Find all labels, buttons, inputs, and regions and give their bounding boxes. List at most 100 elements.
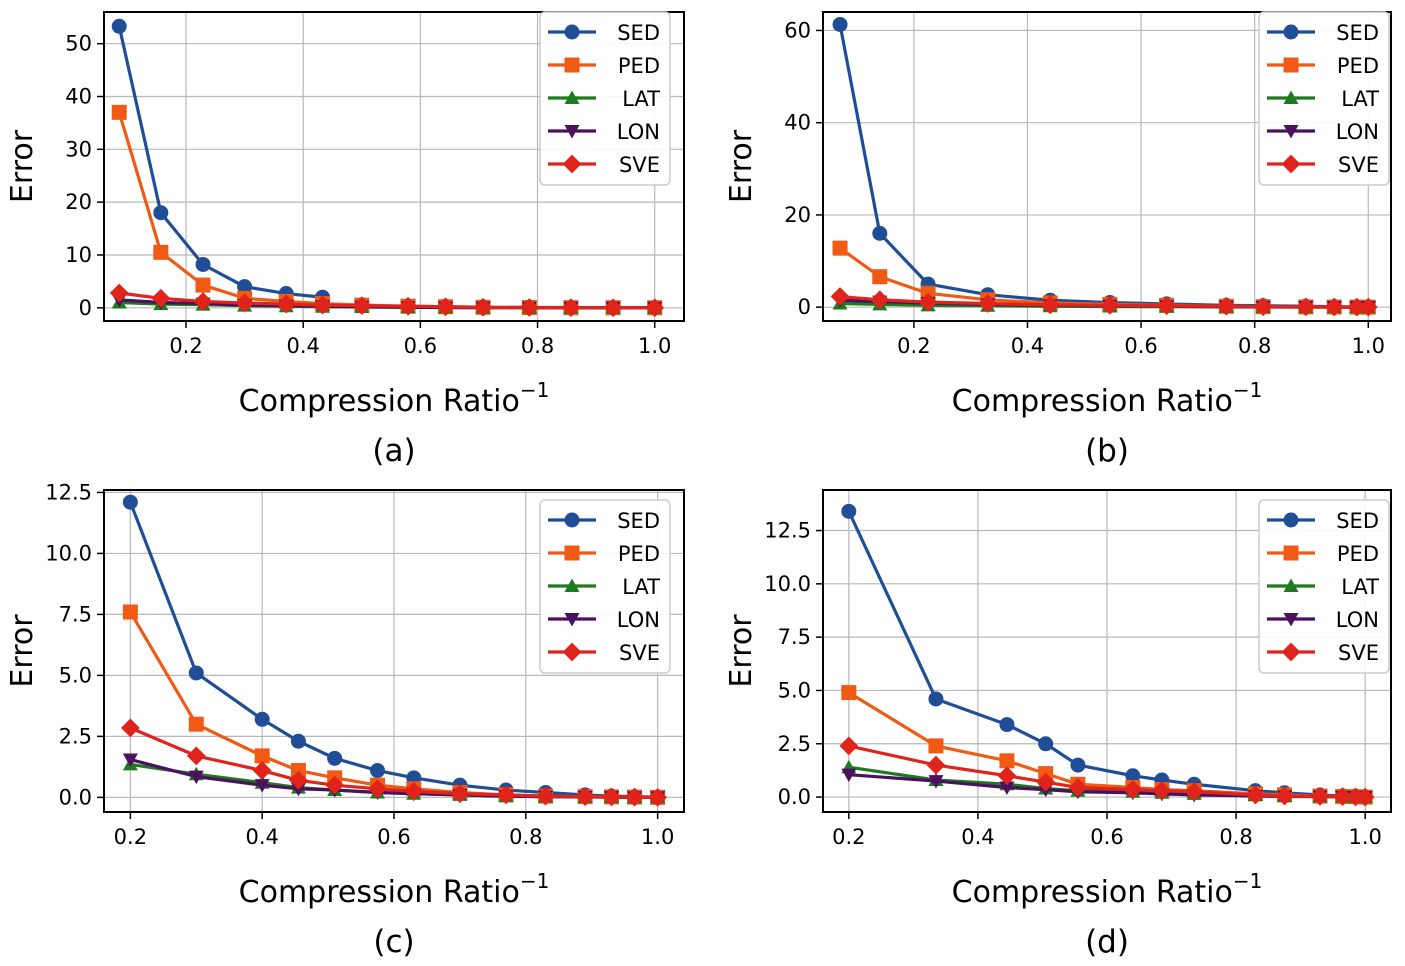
x-tick-label: 0.6	[377, 825, 410, 849]
series-sve	[120, 718, 668, 807]
y-tick-label: 40	[784, 111, 811, 135]
data-point-sve	[625, 787, 644, 807]
data-point-sve	[289, 770, 308, 790]
legend-item-lon: LON	[1267, 120, 1379, 144]
data-point-sve	[575, 787, 595, 807]
data-point-lon	[122, 753, 138, 768]
x-axis-label: Compression Ratio−1	[239, 869, 550, 910]
data-point-sve	[536, 786, 555, 806]
x-tick-label: 0.8	[1238, 334, 1271, 358]
x-tick-label: 0.2	[897, 334, 930, 358]
y-axis-label: Error	[724, 614, 759, 688]
data-point-sed	[1038, 736, 1054, 752]
data-point-sve	[276, 294, 296, 314]
data-point-sve	[398, 296, 418, 316]
y-tick-label: 0	[798, 295, 811, 319]
data-point-sve	[193, 292, 213, 311]
data-point-sve	[352, 296, 372, 316]
series-sed	[111, 18, 331, 305]
plot-frame	[822, 11, 1392, 322]
legend-label: LAT	[1341, 575, 1379, 599]
legend-label: LAT	[622, 87, 660, 111]
x-axis-label-superscript: −1	[1233, 869, 1262, 893]
chart-panel-a: 0.2 0.4 0.6 0.8 1.0 0 10 20 30 40 50 SED PED LAT LON SV…	[5, 11, 685, 469]
chart-panel-d: 0.2 0.4 0.6 0.8 1.0 0.0 2.5 5.0 7.5 10.0 12.5 SED PE…	[724, 489, 1392, 960]
legend-label: PED	[1337, 542, 1379, 566]
y-tick-label: 40	[65, 85, 92, 109]
data-point-sve	[839, 736, 859, 756]
data-point-lon	[188, 770, 204, 785]
legend-label: SED	[1336, 509, 1379, 533]
y-tick-label: 10.0	[764, 572, 811, 596]
legend-marker-sve	[1281, 642, 1301, 662]
y-tick-label: 0	[79, 296, 92, 320]
x-tick-label: 0.4	[961, 825, 994, 849]
plot-frame	[822, 489, 1392, 813]
legend-item-ped: PED	[548, 54, 660, 78]
x-tick-label: 0.6	[1090, 825, 1123, 849]
data-point-sve	[1184, 782, 1204, 802]
y-tick-label: 10	[65, 243, 92, 267]
data-point-sve	[1355, 787, 1375, 807]
data-point-sve	[235, 293, 254, 313]
data-point-sve	[997, 766, 1017, 786]
data-point-sve	[450, 784, 470, 804]
legend-item-lat: LAT	[1267, 575, 1379, 599]
data-point-sed	[188, 665, 204, 681]
data-point-sed	[237, 279, 253, 295]
data-point-sve	[109, 283, 129, 303]
x-tick-label: 0.8	[521, 334, 554, 358]
x-axis-label-superscript: −1	[1233, 378, 1262, 402]
legend-item-sve: SVE	[548, 641, 660, 665]
data-point-ped	[153, 244, 169, 260]
data-point-sed	[832, 16, 848, 32]
panel-caption: (d)	[1085, 924, 1129, 960]
legend-marker-lon	[1283, 125, 1299, 139]
y-tick-label: 20	[65, 190, 92, 214]
legend-marker-lon	[564, 125, 580, 139]
data-point-sve	[645, 298, 665, 318]
legend-label: SED	[617, 509, 660, 533]
legend-label: PED	[618, 54, 660, 78]
y-tick-label: 12.5	[45, 480, 92, 504]
x-tick-label: 0.8	[1219, 825, 1252, 849]
data-point-ped	[122, 604, 138, 620]
data-point-sve	[1123, 780, 1143, 799]
data-point-sve	[252, 761, 272, 780]
legend-label: SED	[617, 21, 660, 45]
data-point-sve	[602, 787, 621, 807]
data-point-sed	[111, 18, 127, 34]
legend-box	[1258, 499, 1390, 674]
data-point-sve	[404, 781, 424, 801]
x-axis-label-superscript: −1	[520, 869, 549, 893]
x-tick-label: 1.0	[641, 825, 674, 849]
data-point-sve	[870, 290, 890, 310]
x-tick-label: 1.0	[638, 334, 671, 358]
x-tick-label: 0.6	[404, 334, 437, 358]
legend-marker-sve	[562, 642, 582, 662]
data-point-sed	[122, 494, 138, 510]
x-tick-label: 0.4	[245, 825, 278, 849]
x-axis-label: Compression Ratio−1	[952, 869, 1263, 910]
y-tick-label: 20	[784, 203, 811, 227]
chart-panel-b: 0.2 0.4 0.6 0.8 1.0 0 20 40 60 SED PED LAT LON SVE Err…	[724, 11, 1392, 469]
y-tick-label: 5.0	[59, 663, 92, 687]
data-point-sed	[195, 256, 211, 272]
y-tick-label: 5.0	[778, 678, 811, 702]
data-point-ped	[841, 685, 857, 701]
data-point-sve	[496, 785, 516, 805]
panel-caption: (a)	[372, 433, 415, 469]
legend: SED PED LAT LON SVE	[1258, 499, 1390, 674]
data-point-sve	[1296, 297, 1316, 317]
legend-marker-lat	[564, 90, 580, 104]
data-point-sve	[519, 298, 539, 317]
legend-marker-sed	[1283, 24, 1299, 40]
y-tick-label: 0.0	[778, 785, 811, 809]
data-point-sed	[153, 205, 169, 221]
data-point-sed	[290, 733, 306, 749]
data-point-ped	[928, 738, 944, 754]
y-tick-label: 12.5	[764, 519, 811, 543]
x-tick-label: 0.2	[832, 825, 865, 849]
legend-box	[1258, 11, 1390, 186]
data-point-sed	[872, 225, 888, 241]
